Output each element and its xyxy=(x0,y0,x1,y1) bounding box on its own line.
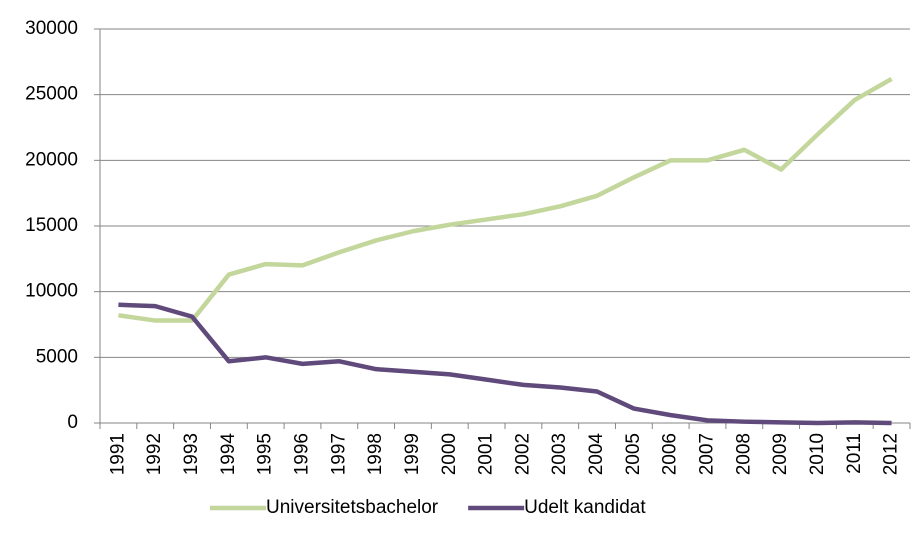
x-tick-label: 1996 xyxy=(292,433,313,475)
x-tick-label: 2007 xyxy=(697,433,718,475)
y-tick-label: 0 xyxy=(67,412,78,433)
y-tick-label: 5000 xyxy=(36,346,78,367)
x-tick-label: 2003 xyxy=(549,433,570,475)
legend-label: Udelt kandidat xyxy=(524,497,646,518)
x-tick-label: 2009 xyxy=(770,433,791,475)
x-tick-label: 1993 xyxy=(181,433,202,475)
x-tick-label: 2012 xyxy=(881,433,902,475)
x-tick-label: 2008 xyxy=(733,433,754,475)
x-tick-label: 1995 xyxy=(255,433,276,475)
x-tick-label: 2005 xyxy=(623,433,644,475)
x-tick-label: 2011 xyxy=(844,433,865,474)
x-tick-label: 1999 xyxy=(402,433,423,475)
x-tick-label: 2001 xyxy=(476,433,497,475)
x-tick-label: 1991 xyxy=(107,433,128,475)
y-tick-label: 15000 xyxy=(25,215,78,236)
y-tick-label: 10000 xyxy=(25,281,78,302)
y-tick-label: 30000 xyxy=(25,18,78,39)
x-tick-label: 1994 xyxy=(218,433,239,476)
x-tick-label: 1997 xyxy=(328,433,349,475)
y-tick-label: 25000 xyxy=(25,84,78,105)
x-tick-label: 1992 xyxy=(144,433,165,475)
legend-label: Universitetsbachelor xyxy=(266,497,439,518)
series-line xyxy=(118,76,893,323)
x-tick-label: 2002 xyxy=(512,433,533,475)
y-tick-label: 20000 xyxy=(25,149,78,170)
x-tick-label: 2010 xyxy=(807,433,828,475)
x-tick-label: 2006 xyxy=(660,433,681,475)
x-tick-label: 1998 xyxy=(365,433,386,475)
series-line xyxy=(118,302,892,426)
x-tick-label: 2004 xyxy=(586,433,607,476)
x-tick-label: 2000 xyxy=(439,433,460,475)
